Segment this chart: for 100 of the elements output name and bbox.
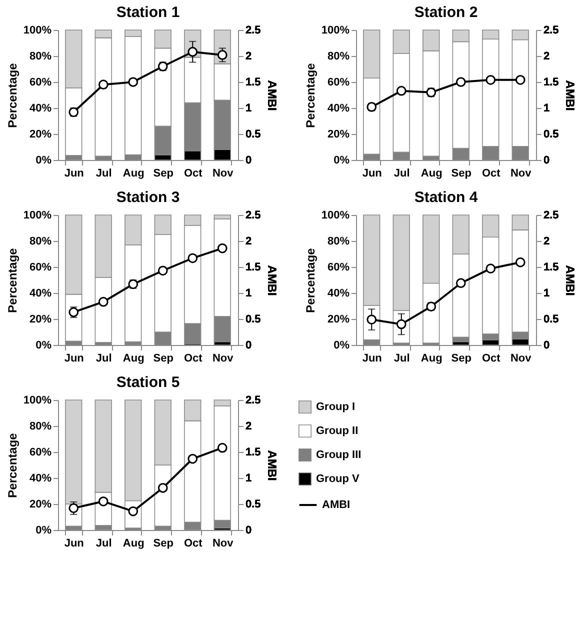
y-tick-label: 60% (327, 262, 350, 274)
legend-label: AMBI (322, 499, 350, 511)
point (217, 243, 228, 254)
y-axis-title: Percentage (303, 248, 318, 313)
point (98, 496, 108, 506)
y-tick-label: 80% (29, 420, 52, 432)
chart-title: Station 4 (414, 189, 478, 206)
x-tick-label: Jun (64, 352, 84, 364)
point (188, 454, 198, 464)
x-tick-label: Aug (420, 168, 442, 180)
x-tick-label: Aug (122, 538, 144, 550)
y-tick-label: 60% (29, 262, 52, 274)
y2-axis-title: AMBI (264, 80, 279, 111)
y2-tick-label: 0 (544, 154, 550, 166)
x-tick-label: Jul (96, 168, 112, 180)
x-tick-label: Jun (64, 538, 84, 550)
y2-tick-label: 2.5 (246, 24, 261, 36)
y2-tick-label: 0.5 (246, 498, 261, 510)
y-tick-label: 100% (321, 210, 350, 222)
x-tick-label: Sep (153, 538, 174, 550)
point (456, 77, 466, 87)
y2-tick-label: 1 (246, 288, 252, 300)
x-tick-label: Aug (420, 352, 442, 364)
y2-axis-title: AMBI (562, 80, 577, 111)
chart-title: Station 2 (414, 4, 478, 21)
y2-tick-label: 1.5 (544, 262, 559, 274)
y2-axis-title: AMBI (264, 265, 279, 296)
chart-title: Station 3 (116, 189, 180, 206)
x-tick-label: Jun (64, 168, 84, 180)
x-tick-label: Sep (153, 352, 174, 364)
y2-tick-label: 2.5 (246, 210, 261, 222)
x-tick-label: Nov (510, 352, 532, 364)
y2-tick-label: 2 (544, 50, 550, 62)
y2-tick-label: 0.5 (544, 314, 559, 326)
y-tick-label: 20% (327, 314, 350, 326)
y-tick-label: 100% (23, 24, 52, 36)
x-tick-label: Nov (212, 168, 234, 180)
y2-tick-label: 0 (246, 524, 252, 536)
y-tick-label: 20% (29, 128, 52, 140)
y2-tick-label: 1.5 (544, 76, 559, 88)
y-tick-label: 80% (29, 236, 52, 248)
point (188, 253, 198, 264)
point (98, 296, 108, 307)
x-tick-label: Oct (482, 168, 501, 180)
y2-tick-label: 2.5 (246, 394, 261, 406)
point (515, 257, 526, 268)
y-tick-label: 20% (327, 128, 350, 140)
y-tick-label: 100% (321, 24, 350, 36)
point (128, 77, 138, 87)
y-axis-title: Percentage (5, 62, 20, 128)
x-tick-label: Nov (510, 168, 532, 180)
x-tick-label: Aug (122, 168, 144, 180)
y2-tick-label: 1 (544, 102, 550, 114)
x-tick-label: Jun (362, 352, 382, 364)
x-tick-label: Oct (184, 168, 203, 180)
y-tick-label: 0% (334, 340, 350, 352)
point (158, 482, 168, 493)
legend-label: Group V (316, 473, 360, 485)
x-tick-label: Jun (362, 168, 382, 180)
y2-tick-label: 0 (544, 340, 550, 352)
y2-tick-label: 0 (246, 340, 252, 352)
y-tick-label: 20% (29, 314, 52, 326)
y2-tick-label: 0.5 (246, 314, 261, 326)
x-tick-label: Jul (394, 168, 410, 180)
y2-tick-label: 2 (246, 50, 252, 62)
y-axis-title: Percentage (5, 432, 20, 498)
x-tick-label: Oct (482, 352, 501, 364)
y2-tick-label: 2 (544, 236, 550, 248)
point (486, 74, 496, 85)
y2-tick-label: 2.5 (544, 24, 559, 36)
y2-tick-label: 2 (246, 420, 252, 432)
y-tick-label: 40% (327, 102, 350, 114)
y-axis-title: Percentage (303, 62, 318, 128)
point (486, 264, 496, 274)
y-tick-label: 60% (327, 76, 350, 88)
y2-tick-label: 0.5 (544, 128, 559, 140)
x-tick-label: Jul (394, 352, 410, 364)
legend-label: Group I (316, 401, 356, 413)
y-tick-label: 0% (334, 154, 350, 166)
y-tick-label: 20% (29, 498, 52, 510)
y-tick-label: 40% (327, 288, 350, 300)
y-tick-label: 60% (29, 76, 52, 88)
y-tick-label: 100% (23, 210, 52, 222)
point (188, 46, 198, 57)
y2-tick-label: 1.5 (246, 76, 261, 88)
point (217, 442, 228, 453)
x-tick-label: Aug (122, 352, 144, 364)
y-tick-label: 40% (29, 102, 52, 114)
point (68, 503, 79, 514)
x-tick-label: Sep (451, 168, 472, 180)
point (98, 80, 108, 90)
chart-title: Station 1 (116, 4, 180, 21)
y2-tick-label: 1 (246, 472, 252, 484)
legend-label: Group II (316, 425, 358, 437)
point (217, 50, 228, 60)
x-tick-label: Nov (212, 352, 234, 364)
y2-tick-label: 2.5 (544, 210, 559, 222)
x-tick-label: Jul (96, 352, 112, 364)
y2-axis-title: AMBI (562, 265, 577, 296)
y2-axis-title: AMBI (264, 450, 279, 481)
